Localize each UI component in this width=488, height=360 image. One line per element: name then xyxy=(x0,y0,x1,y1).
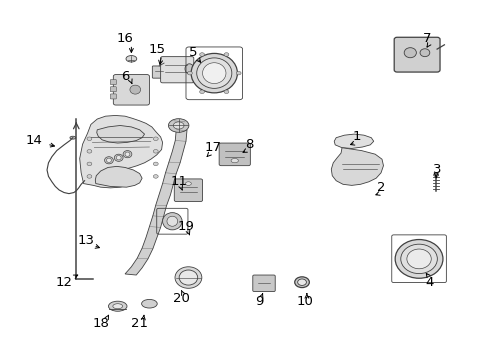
Ellipse shape xyxy=(175,267,202,288)
Ellipse shape xyxy=(104,157,113,164)
Text: 4: 4 xyxy=(425,276,433,289)
Text: 12: 12 xyxy=(56,276,72,289)
Text: 5: 5 xyxy=(189,46,197,59)
FancyBboxPatch shape xyxy=(174,179,202,202)
Ellipse shape xyxy=(153,162,158,166)
Ellipse shape xyxy=(87,137,92,140)
Text: 19: 19 xyxy=(177,220,194,233)
Ellipse shape xyxy=(130,85,141,94)
Ellipse shape xyxy=(179,270,197,285)
Text: 21: 21 xyxy=(131,317,148,330)
Polygon shape xyxy=(330,148,383,185)
FancyBboxPatch shape xyxy=(113,75,149,105)
Polygon shape xyxy=(80,116,162,188)
Ellipse shape xyxy=(123,150,132,158)
Text: 11: 11 xyxy=(170,175,187,188)
Ellipse shape xyxy=(406,249,430,269)
Polygon shape xyxy=(125,121,186,275)
Ellipse shape xyxy=(70,136,76,139)
FancyBboxPatch shape xyxy=(160,57,193,83)
Polygon shape xyxy=(333,134,373,148)
Ellipse shape xyxy=(126,55,137,62)
Ellipse shape xyxy=(114,154,123,161)
FancyBboxPatch shape xyxy=(110,80,116,85)
Ellipse shape xyxy=(433,174,438,176)
Text: 9: 9 xyxy=(254,296,263,309)
Ellipse shape xyxy=(199,53,204,56)
Text: 13: 13 xyxy=(78,234,94,247)
Text: 1: 1 xyxy=(352,130,360,144)
Ellipse shape xyxy=(168,119,188,132)
Ellipse shape xyxy=(166,216,177,226)
Text: 17: 17 xyxy=(204,141,221,154)
Ellipse shape xyxy=(106,158,111,162)
FancyBboxPatch shape xyxy=(219,143,250,166)
Ellipse shape xyxy=(142,300,157,308)
FancyBboxPatch shape xyxy=(110,94,116,99)
Ellipse shape xyxy=(173,122,183,129)
Ellipse shape xyxy=(185,182,191,185)
Ellipse shape xyxy=(404,48,415,58)
Ellipse shape xyxy=(187,71,192,75)
Ellipse shape xyxy=(400,244,436,274)
Text: 16: 16 xyxy=(116,32,133,45)
Ellipse shape xyxy=(184,64,193,74)
FancyBboxPatch shape xyxy=(393,37,439,72)
Text: 2: 2 xyxy=(376,181,385,194)
Ellipse shape xyxy=(224,53,228,56)
Text: 20: 20 xyxy=(172,292,189,305)
Ellipse shape xyxy=(196,58,231,88)
Text: 18: 18 xyxy=(92,317,109,330)
Ellipse shape xyxy=(297,279,306,285)
Ellipse shape xyxy=(162,213,182,230)
Text: 15: 15 xyxy=(148,42,165,55)
Text: 6: 6 xyxy=(121,69,129,82)
Ellipse shape xyxy=(116,156,121,160)
Ellipse shape xyxy=(87,149,92,153)
Ellipse shape xyxy=(394,239,442,278)
FancyBboxPatch shape xyxy=(110,87,116,92)
Ellipse shape xyxy=(153,175,158,178)
FancyBboxPatch shape xyxy=(152,66,165,78)
Text: 3: 3 xyxy=(432,163,441,176)
Ellipse shape xyxy=(153,137,158,140)
Ellipse shape xyxy=(87,162,92,166)
Ellipse shape xyxy=(87,175,92,178)
Ellipse shape xyxy=(125,152,130,156)
Ellipse shape xyxy=(153,149,158,153)
Ellipse shape xyxy=(224,90,228,94)
Ellipse shape xyxy=(294,277,309,288)
FancyBboxPatch shape xyxy=(252,275,275,292)
Ellipse shape xyxy=(419,49,429,57)
Text: 8: 8 xyxy=(244,138,253,150)
Text: 10: 10 xyxy=(296,296,313,309)
Ellipse shape xyxy=(191,53,237,93)
Polygon shape xyxy=(95,166,142,187)
Ellipse shape xyxy=(236,71,241,75)
Ellipse shape xyxy=(113,304,122,309)
Text: 7: 7 xyxy=(422,32,431,45)
Text: 14: 14 xyxy=(25,134,42,147)
Ellipse shape xyxy=(108,301,127,311)
Ellipse shape xyxy=(199,90,204,94)
Ellipse shape xyxy=(202,63,225,84)
Polygon shape xyxy=(97,126,144,143)
Ellipse shape xyxy=(231,158,238,163)
